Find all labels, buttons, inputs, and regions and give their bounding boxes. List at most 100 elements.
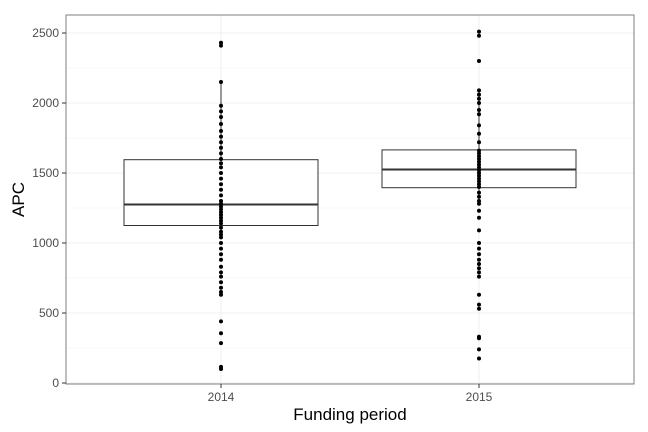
y-tick-label: 1500 — [32, 166, 59, 180]
data-point — [477, 96, 481, 101]
data-point — [219, 201, 223, 206]
data-point — [219, 176, 223, 181]
data-point — [477, 151, 481, 156]
data-point — [219, 232, 223, 237]
data-point — [477, 347, 481, 352]
data-point — [219, 80, 223, 84]
data-point — [219, 221, 223, 226]
data-point — [477, 148, 481, 153]
y-tick-label: 0 — [52, 376, 59, 390]
data-point — [219, 43, 223, 48]
plot-panel-border — [65, 14, 635, 385]
data-point — [477, 179, 481, 184]
data-point — [477, 182, 481, 187]
data-point — [477, 306, 481, 311]
data-point — [219, 319, 223, 324]
data-point — [477, 252, 481, 257]
x-axis-title: Funding period — [293, 405, 406, 424]
data-point — [219, 270, 223, 275]
y-axis-title: APC — [9, 182, 28, 217]
data-point — [477, 171, 481, 175]
data-point — [219, 109, 223, 114]
data-point — [219, 145, 223, 150]
data-point — [477, 274, 481, 279]
y-axis-ticks: 0 500 1000 1500 2000 2500 — [32, 26, 66, 390]
data-point — [219, 364, 223, 369]
data-point — [477, 215, 481, 220]
data-point — [477, 162, 481, 167]
data-point — [219, 182, 223, 187]
data-point — [219, 246, 223, 251]
data-point — [219, 235, 223, 240]
data-point — [477, 165, 481, 170]
data-point — [477, 334, 481, 339]
data-point — [219, 225, 223, 230]
data-point — [219, 193, 223, 198]
x-axis-ticks: 2014 2015 — [208, 384, 493, 404]
data-point — [219, 229, 223, 234]
data-point — [477, 112, 481, 117]
data-point — [477, 140, 481, 145]
data-point — [477, 208, 481, 213]
y-tick-label: 1000 — [32, 236, 59, 250]
data-point — [477, 154, 481, 159]
data-point — [219, 165, 223, 170]
data-point — [219, 199, 223, 203]
data-point — [477, 108, 481, 112]
y-tick-label: 2500 — [32, 26, 59, 40]
data-point — [477, 194, 481, 199]
data-point — [477, 201, 481, 206]
points-layer — [219, 29, 481, 371]
data-point — [477, 228, 481, 233]
data-point — [477, 176, 481, 181]
data-point — [219, 40, 223, 45]
data-point — [219, 274, 223, 279]
data-point — [477, 59, 481, 63]
data-point — [219, 151, 223, 156]
data-point — [219, 103, 223, 108]
data-point — [219, 285, 223, 290]
data-point — [219, 215, 223, 220]
data-point — [477, 168, 481, 173]
data-point — [477, 173, 481, 178]
data-point — [477, 33, 481, 38]
data-point — [477, 29, 481, 34]
data-point — [477, 92, 481, 97]
data-point — [219, 218, 223, 223]
data-point — [219, 115, 223, 119]
data-point — [477, 159, 481, 164]
data-point — [219, 157, 223, 161]
data-point — [219, 161, 223, 166]
data-point — [477, 246, 481, 251]
data-point — [477, 356, 481, 361]
x-tick-label: 2015 — [466, 390, 493, 404]
data-point — [219, 134, 223, 139]
data-point — [477, 88, 481, 93]
data-point — [219, 241, 223, 245]
data-point — [477, 131, 481, 136]
data-point — [219, 187, 223, 192]
data-point — [477, 266, 481, 271]
data-point — [477, 257, 481, 262]
data-point — [219, 290, 223, 294]
y-tick-label: 2000 — [32, 96, 59, 110]
y-tick-label: 500 — [39, 306, 59, 320]
data-point — [477, 101, 481, 105]
data-point — [219, 140, 223, 145]
data-point — [219, 171, 223, 175]
data-point — [219, 341, 223, 346]
data-point — [219, 264, 223, 269]
data-point — [219, 213, 223, 217]
data-point — [219, 280, 223, 285]
data-point — [219, 207, 223, 212]
data-point — [477, 185, 481, 189]
data-point — [219, 292, 223, 297]
data-point — [477, 292, 481, 297]
data-point — [477, 123, 481, 128]
data-point — [477, 190, 481, 195]
data-point — [477, 199, 481, 203]
data-point — [219, 122, 223, 126]
data-point — [477, 270, 481, 275]
x-tick-label: 2014 — [208, 390, 235, 404]
